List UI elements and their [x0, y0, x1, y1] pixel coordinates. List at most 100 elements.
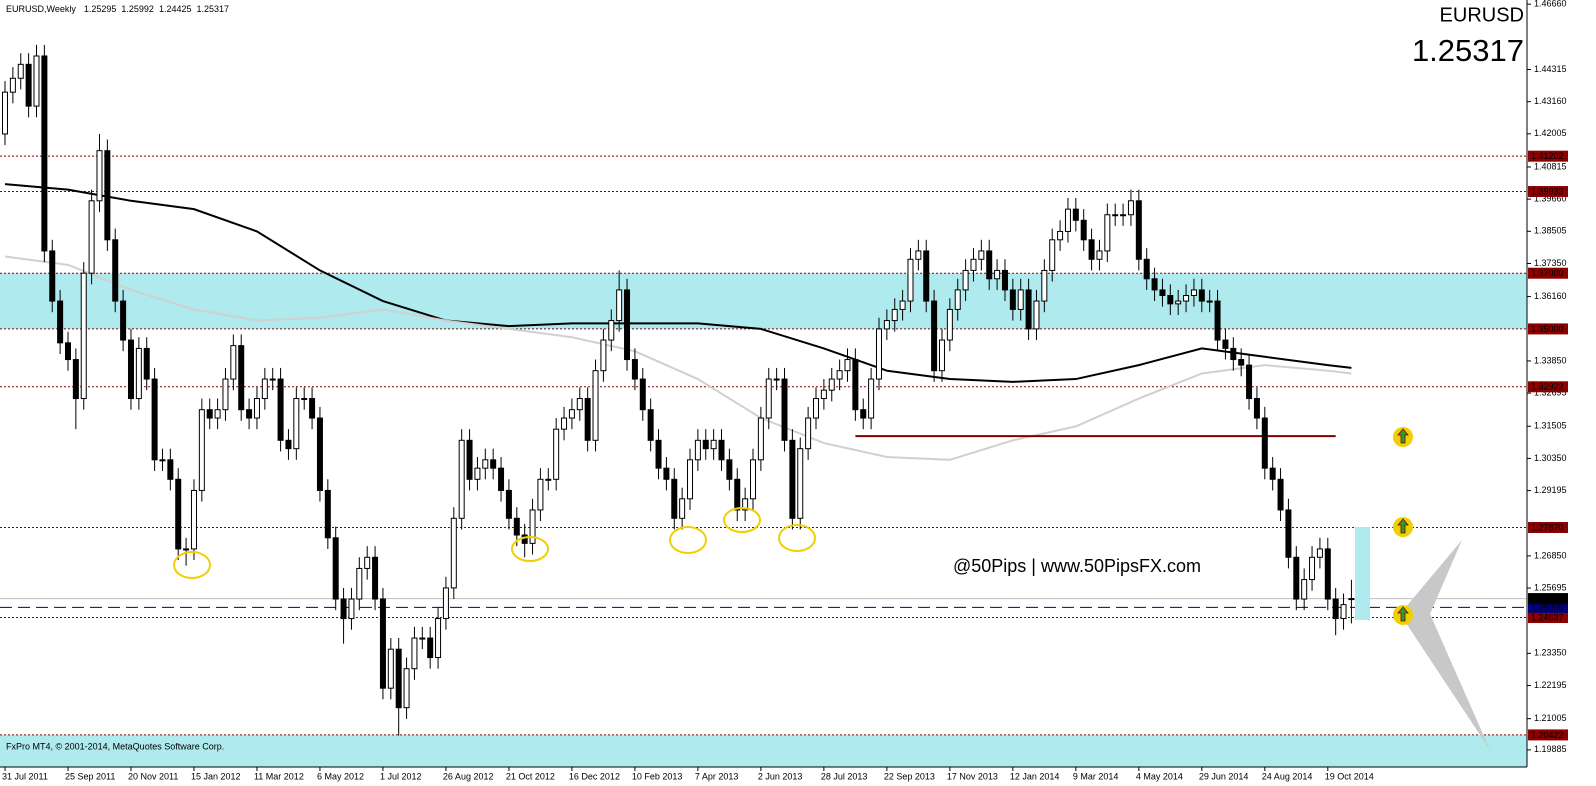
- candle-body: [120, 300, 127, 341]
- level-label: 1.39933: [1531, 186, 1564, 196]
- highlight-circle: [511, 536, 549, 562]
- candle-body: [1238, 359, 1245, 366]
- x-tick-label: 21 Oct 2012: [506, 771, 555, 781]
- candle-body: [1120, 214, 1127, 217]
- candle-body: [1159, 289, 1166, 296]
- candle-body: [655, 439, 662, 469]
- candle-body: [1064, 208, 1071, 232]
- candle-body: [624, 289, 631, 361]
- candle-body: [466, 439, 473, 480]
- candle-body: [710, 439, 717, 450]
- candle-body: [529, 509, 536, 544]
- candle-body: [773, 378, 780, 381]
- candle-body: [694, 439, 701, 461]
- overlays: [173, 427, 1490, 750]
- candle-body: [474, 467, 481, 480]
- candle-body: [316, 417, 323, 491]
- y-tick-label: 1.23350: [1534, 648, 1567, 658]
- candle-body: [789, 439, 796, 519]
- candle-body: [1348, 598, 1355, 601]
- x-tick-label: 15 Jan 2012: [191, 771, 241, 781]
- candle-body: [679, 498, 686, 519]
- header-close: 1.25317: [197, 4, 230, 14]
- candle-body: [797, 448, 804, 519]
- candle-body: [411, 637, 418, 670]
- candle-body: [899, 300, 906, 310]
- x-tick-label: 2 Jun 2013: [758, 771, 803, 781]
- candle-body: [1183, 294, 1190, 302]
- candle-body: [332, 537, 339, 600]
- level-label: 1.25000: [1531, 602, 1564, 612]
- candle-body: [608, 320, 615, 341]
- candle-body: [970, 258, 977, 271]
- level-label: 1.37000: [1531, 268, 1564, 278]
- bid-label: 1.25317: [1412, 33, 1524, 68]
- levels: 1.46660 1.44315 1.43160 1.42005 1.40815 1.396…: [0, 0, 1568, 781]
- x-tick-label: 26 Aug 2012: [443, 771, 494, 781]
- candle-body: [387, 648, 394, 689]
- candle-body: [498, 467, 505, 491]
- candle-body: [568, 409, 575, 419]
- candle-body: [946, 308, 953, 341]
- x-tick-label: 9 Mar 2014: [1073, 771, 1119, 781]
- watermark: @50Pips | www.50PipsFX.com: [953, 556, 1201, 576]
- chart-title: EURUSD,Weekly: [6, 4, 76, 14]
- candle-body: [49, 250, 56, 302]
- candle-body: [836, 370, 843, 380]
- level-box: [1528, 150, 1568, 162]
- candle-body: [1222, 339, 1229, 349]
- candle-body: [151, 378, 158, 461]
- candle-body: [1190, 289, 1197, 296]
- x-tick-label: 31 Jul 2011: [2, 771, 48, 781]
- candle-body: [860, 409, 867, 419]
- candle-body: [64, 342, 71, 361]
- candle-body: [435, 618, 442, 659]
- candle-body: [222, 378, 229, 411]
- candle-body: [253, 398, 260, 419]
- candle-body: [584, 398, 591, 441]
- candle-body: [757, 417, 764, 461]
- candle-body: [1340, 604, 1347, 620]
- candle-body: [852, 359, 859, 411]
- candle-body: [868, 378, 875, 419]
- candle-body: [72, 359, 79, 400]
- candle-body: [269, 378, 276, 381]
- x-tick-label: 12 Jan 2014: [1010, 771, 1060, 781]
- candle-body: [348, 598, 355, 620]
- candle-body: [1206, 300, 1213, 303]
- candle-body: [1127, 200, 1134, 216]
- candle-body: [33, 55, 40, 107]
- candle-body: [214, 409, 221, 419]
- candle-body: [1001, 269, 1008, 291]
- candle-body: [1135, 200, 1142, 260]
- candle-body: [1167, 294, 1174, 305]
- candle-body: [450, 517, 457, 589]
- candle-body: [1175, 300, 1182, 305]
- candle-body: [175, 478, 182, 550]
- candle-body: [915, 250, 922, 260]
- candle-body: [230, 345, 237, 380]
- level-label: 1.20422: [1531, 730, 1564, 740]
- candle-body: [1049, 239, 1056, 271]
- candle-body: [1104, 214, 1111, 252]
- candle-body: [1293, 556, 1300, 600]
- candle-body: [190, 489, 197, 550]
- candle-body: [513, 517, 520, 536]
- x-tick-label: 1 Jul 2012: [380, 771, 422, 781]
- candle-body: [1080, 219, 1087, 241]
- candle-body: [639, 378, 646, 411]
- arrow-icon: [1393, 427, 1413, 447]
- x-tick-label: 7 Apr 2013: [695, 771, 739, 781]
- candle-body: [1072, 208, 1079, 221]
- highlight-circle: [778, 524, 816, 552]
- candle-body: [505, 489, 512, 519]
- zone: [0, 734, 1527, 767]
- candle-body: [986, 250, 993, 280]
- moving-average: [4, 183, 1352, 383]
- x-tick-label: 25 Sep 2011: [65, 771, 115, 781]
- candle-body: [395, 648, 402, 709]
- level-box: [1528, 612, 1568, 624]
- candle-body: [183, 548, 190, 551]
- candle-body: [324, 489, 331, 539]
- level-label: 1.24637: [1531, 612, 1564, 622]
